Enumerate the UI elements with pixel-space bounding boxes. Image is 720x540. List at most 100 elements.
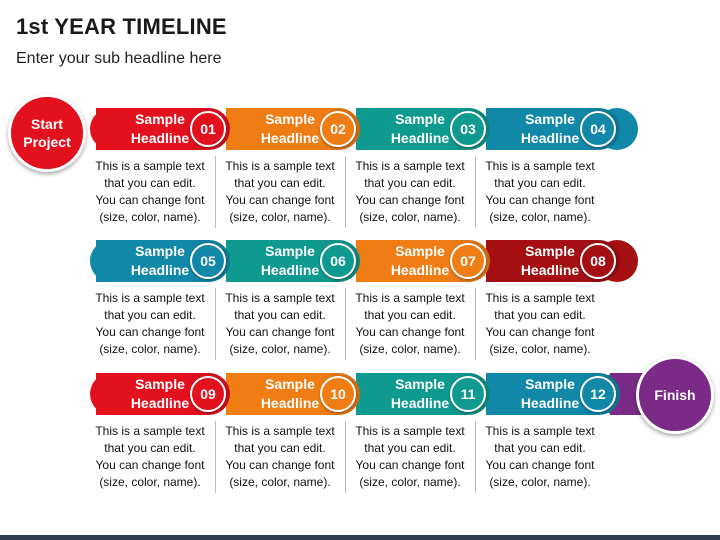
step-description-line: You can change font	[355, 325, 465, 339]
step-number-badge: 12	[580, 376, 616, 412]
step-description: This is a sample text that you can edit. Y…	[478, 423, 602, 491]
finish-circle: Finish	[636, 356, 714, 434]
step-description-line: (size, color, name).	[229, 210, 331, 224]
step-description-line: that you can edit.	[104, 176, 196, 190]
step-number-badge: 01	[190, 111, 226, 147]
step-description: This is a sample text that you can edit. Y…	[478, 158, 602, 226]
column-divider	[345, 421, 346, 493]
step-number-badge: 07	[450, 243, 486, 279]
step-description-line: You can change font	[95, 325, 205, 339]
step-description-line: You can change font	[95, 193, 205, 207]
step-description-line: You can change font	[355, 458, 465, 472]
step-description-line: This is a sample text	[355, 424, 465, 438]
step-number-badge: 08	[580, 243, 616, 279]
step-description-line: (size, color, name).	[359, 475, 461, 489]
column-divider	[475, 288, 476, 360]
step-description-line: This is a sample text	[225, 291, 335, 305]
step-headline: Sample Headline	[260, 243, 320, 278]
step-description-line: that you can edit.	[234, 441, 326, 455]
step-description-line: This is a sample text	[225, 159, 335, 173]
step-headline: Sample Headline	[390, 111, 450, 146]
step-number-badge: 06	[320, 243, 356, 279]
step-description: This is a sample text that you can edit. Y…	[88, 423, 212, 491]
step-description: This is a sample text that you can edit. Y…	[218, 290, 342, 358]
step-description-line: (size, color, name).	[229, 342, 331, 356]
step-headline: Sample Headline	[130, 376, 190, 411]
step-description-line: (size, color, name).	[229, 475, 331, 489]
step-headline: Sample Headline	[130, 243, 190, 278]
column-divider	[215, 288, 216, 360]
step-number-badge: 04	[580, 111, 616, 147]
step-description-line: that you can edit.	[494, 176, 586, 190]
step-description-line: (size, color, name).	[489, 342, 591, 356]
bottom-bar	[0, 535, 720, 540]
column-divider	[475, 421, 476, 493]
step-description-line: (size, color, name).	[489, 475, 591, 489]
step-description-line: You can change font	[95, 458, 205, 472]
step-headline: Sample Headline	[390, 376, 450, 411]
step-headline: Sample Headline	[130, 111, 190, 146]
timeline-row-3: Sample Headline 09 This is a sample text th…	[0, 363, 720, 513]
step-description-line: You can change font	[225, 458, 335, 472]
step-description-line: This is a sample text	[95, 291, 205, 305]
timeline-row-2: Sample Headline 05 This is a sample text th…	[0, 230, 720, 380]
step-number-badge: 10	[320, 376, 356, 412]
timeline-step-01: Sample Headline 01	[96, 108, 230, 150]
finish-label: Finish	[654, 387, 696, 403]
timeline-step-07: Sample Headline 07	[356, 240, 490, 282]
step-description-line: that you can edit.	[364, 441, 456, 455]
step-description: This is a sample text that you can edit. Y…	[348, 158, 472, 226]
step-description-line: (size, color, name).	[99, 342, 201, 356]
step-headline: Sample Headline	[260, 376, 320, 411]
timeline-step-06: Sample Headline 06	[226, 240, 360, 282]
timeline-row-1: Sample Headline 01 This is a sample text th…	[0, 98, 720, 248]
step-description-line: This is a sample text	[485, 291, 595, 305]
step-description-line: that you can edit.	[364, 176, 456, 190]
step-description-line: This is a sample text	[95, 424, 205, 438]
step-description-line: You can change font	[355, 193, 465, 207]
step-description-line: This is a sample text	[355, 159, 465, 173]
step-description: This is a sample text that you can edit. Y…	[218, 423, 342, 491]
step-description-line: You can change font	[225, 193, 335, 207]
page-title: 1st YEAR TIMELINE	[16, 14, 227, 39]
step-number-badge: 05	[190, 243, 226, 279]
step-description-line: that you can edit.	[104, 441, 196, 455]
timeline-step-11: Sample Headline 11	[356, 373, 490, 415]
timeline-step-10: Sample Headline 10	[226, 373, 360, 415]
step-number-badge: 09	[190, 376, 226, 412]
column-divider	[345, 156, 346, 228]
step-description-line: (size, color, name).	[99, 475, 201, 489]
timeline-step-04: Sample Headline 04	[486, 108, 620, 150]
step-description-line: This is a sample text	[95, 159, 205, 173]
step-headline: Sample Headline	[520, 111, 580, 146]
step-description-line: This is a sample text	[355, 291, 465, 305]
step-description-line: that you can edit.	[494, 308, 586, 322]
step-number-badge: 02	[320, 111, 356, 147]
step-description-line: (size, color, name).	[99, 210, 201, 224]
column-divider	[215, 156, 216, 228]
timeline-step-09: Sample Headline 09	[96, 373, 230, 415]
timeline-step-02: Sample Headline 02	[226, 108, 360, 150]
step-description-line: This is a sample text	[485, 159, 595, 173]
step-description-line: You can change font	[485, 193, 595, 207]
timeline-step-03: Sample Headline 03	[356, 108, 490, 150]
step-headline: Sample Headline	[520, 376, 580, 411]
step-description-line: This is a sample text	[485, 424, 595, 438]
step-description-line: You can change font	[485, 458, 595, 472]
step-description-line: (size, color, name).	[359, 342, 461, 356]
step-description-line: You can change font	[485, 325, 595, 339]
step-description-line: that you can edit.	[364, 308, 456, 322]
column-divider	[215, 421, 216, 493]
step-description-line: that you can edit.	[234, 176, 326, 190]
step-description-line: (size, color, name).	[489, 210, 591, 224]
step-description-line: (size, color, name).	[359, 210, 461, 224]
step-description: This is a sample text that you can edit. Y…	[88, 158, 212, 226]
column-divider	[475, 156, 476, 228]
column-divider	[345, 288, 346, 360]
step-number-badge: 03	[450, 111, 486, 147]
timeline-step-05: Sample Headline 05	[96, 240, 230, 282]
step-description: This is a sample text that you can edit. Y…	[218, 158, 342, 226]
timeline-step-12: Sample Headline 12	[486, 373, 620, 415]
step-description: This is a sample text that you can edit. Y…	[348, 290, 472, 358]
step-description-line: that you can edit.	[104, 308, 196, 322]
